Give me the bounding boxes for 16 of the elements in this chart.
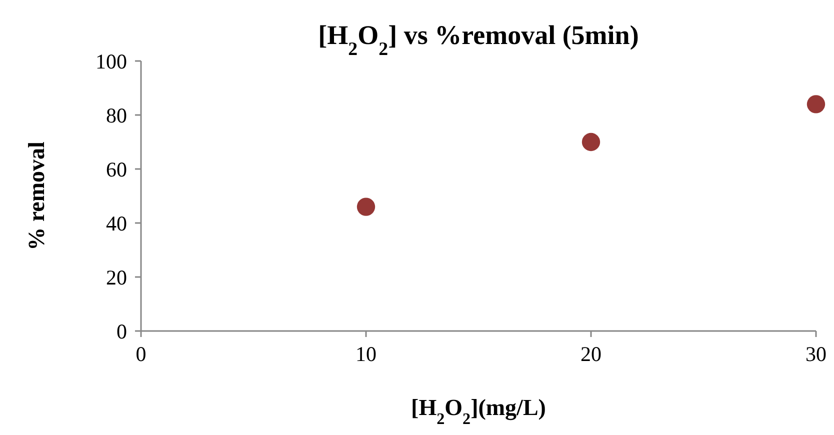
point [356, 198, 376, 216]
y-tick-label: 80 [106, 103, 127, 128]
x-axis-title: [H$_{2}$O$_{2}$](mg/L) [411, 395, 546, 428]
point [582, 132, 600, 152]
y-tick-label: 0 [116, 319, 127, 344]
y-axis-title: % removal [24, 142, 49, 250]
y-tick-label: 40 [106, 211, 127, 236]
x-tick-label: 10 [356, 342, 376, 366]
chart-title: [H$_{2}$O$_{2}$] vs %removal (5min) [318, 20, 639, 60]
x-tick-label: 30 [806, 342, 826, 366]
y-tick-label: 60 [106, 157, 127, 182]
y-tick-label: 100 [96, 49, 127, 74]
y-tick-label: 20 [106, 265, 127, 290]
x-tick-label: 0 [136, 342, 146, 366]
x-tick-label: 20 [580, 342, 602, 366]
point [806, 95, 826, 114]
